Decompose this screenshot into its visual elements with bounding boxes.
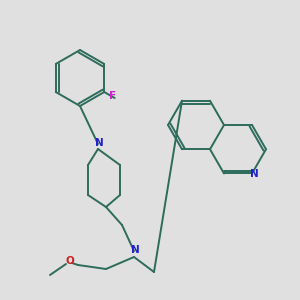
Text: F: F [109, 91, 116, 101]
Text: O: O [66, 256, 74, 266]
Text: N: N [250, 169, 258, 179]
Text: N: N [94, 138, 103, 148]
Text: N: N [130, 245, 140, 255]
